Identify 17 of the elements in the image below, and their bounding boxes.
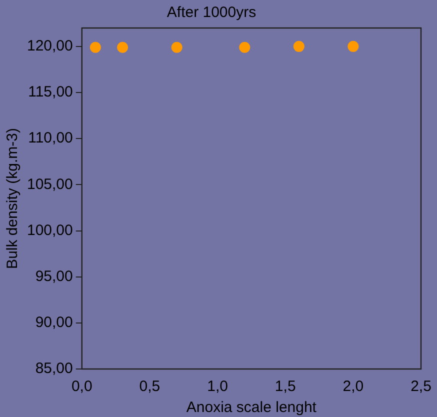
chart-title: After 1000yrs: [166, 4, 256, 22]
x-tick-label: 1,5: [274, 378, 296, 396]
y-tick-label: 120,00: [26, 38, 73, 55]
y-tick-label: 85,00: [35, 360, 73, 378]
x-tick-label: 1,0: [207, 378, 228, 396]
y-tick-label: 105,00: [26, 176, 73, 193]
y-tick-label: 100,00: [26, 222, 73, 239]
x-tick-label: 0,0: [71, 378, 92, 396]
y-tick-label: 95,00: [35, 268, 73, 285]
x-tick-label: 2,5: [410, 378, 432, 396]
x-tick-label: 2,0: [342, 378, 364, 396]
y-tick-label: 90,00: [35, 314, 73, 332]
x-tick-label: 0,5: [139, 378, 160, 396]
y-tick-label: 115,00: [28, 84, 73, 101]
y-tick-label: 110,00: [28, 130, 73, 147]
x-axis-title: Anoxia scale lenght: [186, 399, 318, 416]
y-axis-title: Bulk density (kg.m-3): [4, 128, 22, 269]
